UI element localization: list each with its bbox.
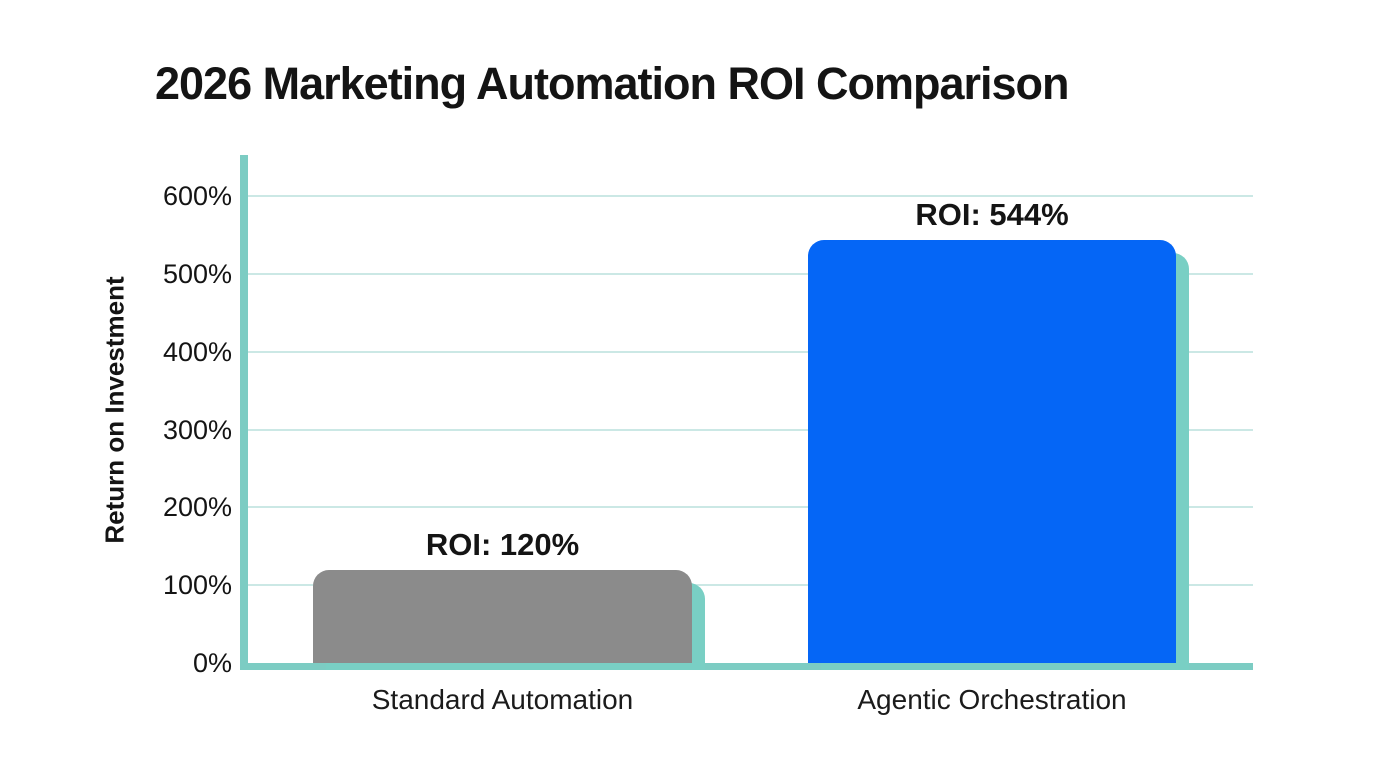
y-tick-label-600%: 600% — [162, 181, 232, 212]
bar-agentic-orchestration — [808, 239, 1176, 663]
bar-value-label-1: ROI: 120% — [425, 526, 580, 562]
gridline-600% — [248, 195, 1253, 198]
y-tick-label-500%: 500% — [162, 259, 232, 289]
gridline-500% — [248, 273, 1253, 275]
category-label-2: Agentic Orchestration — [857, 684, 1127, 715]
y-tick-label-200%: 200% — [162, 492, 232, 523]
gridline-400% — [248, 350, 1253, 353]
gridline-200% — [248, 506, 1253, 509]
y-tick-label-400%: 400% — [162, 336, 232, 367]
gridline-100% — [248, 584, 1253, 587]
bar-value-label-2: ROI: 544% — [915, 196, 1069, 232]
chart-title: 2026 Marketing Automation ROI Comparison — [155, 58, 1069, 109]
category-label-1: Standard Automation — [371, 684, 634, 715]
y-tick-label-300%: 300% — [162, 414, 232, 445]
y-axis-line — [240, 155, 248, 670]
x-axis-line — [240, 663, 1253, 670]
gridline-300% — [248, 428, 1253, 431]
bar-standard-automation — [313, 569, 692, 663]
y-tick-label-100%: 100% — [162, 570, 232, 601]
y-tick-label-0%: 0% — [192, 648, 232, 678]
